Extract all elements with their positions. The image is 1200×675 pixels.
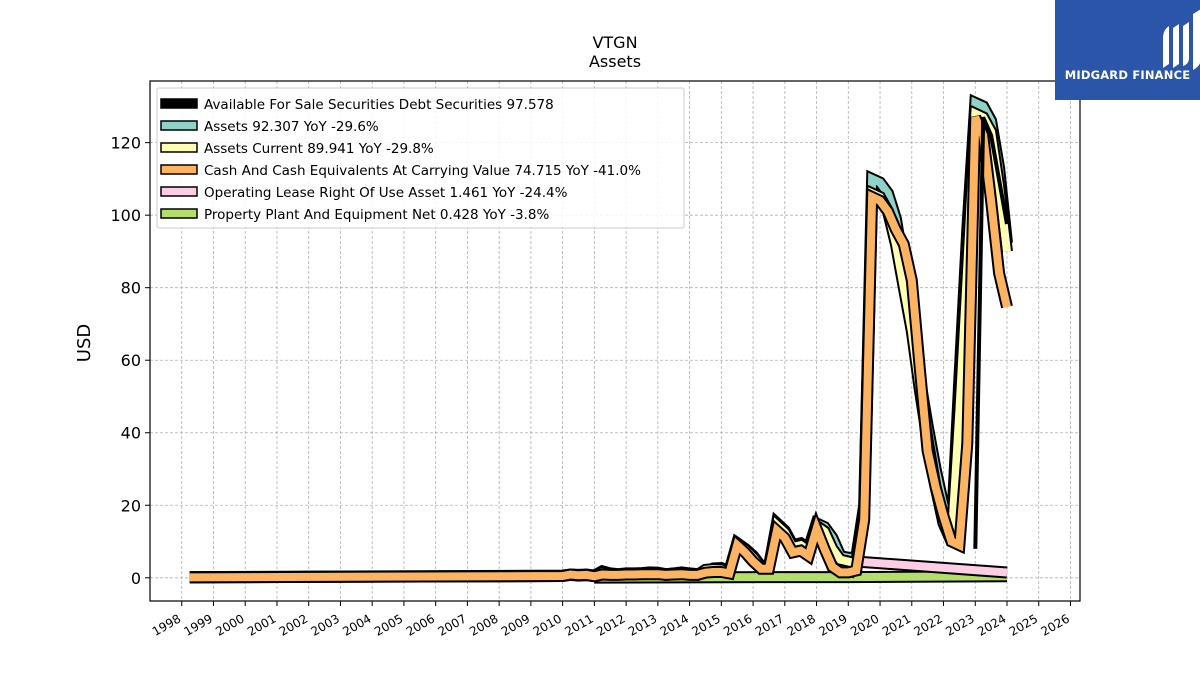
legend-label: Assets 92.307 YoY -29.6% bbox=[204, 119, 379, 135]
legend-swatch bbox=[160, 164, 198, 175]
legend-label: Cash And Cash Equivalents At Carrying Va… bbox=[204, 163, 641, 179]
chart-subtitle: Assets bbox=[589, 52, 641, 71]
x-tick-label: 2026 bbox=[1039, 611, 1072, 638]
legend-entry: Operating Lease Right Of Use Asset 1.461… bbox=[160, 185, 568, 201]
x-tick-label: 2012 bbox=[594, 611, 627, 638]
x-tick-label: 2014 bbox=[658, 611, 691, 638]
x-tick-label: 2015 bbox=[689, 611, 722, 638]
y-tick-label: 100 bbox=[110, 206, 141, 225]
x-tick-label: 2018 bbox=[785, 611, 818, 638]
series-line bbox=[973, 116, 1009, 549]
x-tick-label: 2010 bbox=[531, 611, 564, 638]
legend-label: Property Plant And Equipment Net 0.428 Y… bbox=[204, 207, 549, 223]
legend-swatch bbox=[160, 120, 198, 131]
x-tick-label: 2004 bbox=[340, 611, 373, 638]
x-tick-label: 2003 bbox=[308, 611, 341, 638]
x-tick-label: 2022 bbox=[912, 611, 945, 638]
x-tick-label: 1999 bbox=[182, 611, 215, 638]
brand-mark-icon bbox=[1163, 9, 1200, 70]
y-tick-label: 20 bbox=[121, 496, 141, 515]
x-tick-label: 2025 bbox=[1007, 611, 1040, 638]
y-tick-label: 0 bbox=[131, 569, 141, 588]
legend-label: Operating Lease Right Of Use Asset 1.461… bbox=[204, 185, 568, 201]
legend-swatch bbox=[160, 208, 198, 219]
x-tick-label: 2009 bbox=[499, 611, 532, 638]
x-tick-label: 2008 bbox=[467, 611, 500, 638]
series-core bbox=[189, 115, 1011, 582]
series-outline bbox=[973, 116, 1009, 549]
legend-label: Available For Sale Securities Debt Secur… bbox=[204, 97, 554, 113]
y-tick-label: 80 bbox=[121, 279, 141, 298]
legend-entry: Assets Current 89.941 YoY -29.8% bbox=[160, 141, 434, 157]
legend-entry: Cash And Cash Equivalents At Carrying Va… bbox=[160, 163, 641, 179]
y-tick-label: 40 bbox=[121, 424, 141, 443]
legend-entry: Property Plant And Equipment Net 0.428 Y… bbox=[160, 207, 549, 223]
brand-name: MIDGARD FINANCE bbox=[1064, 68, 1191, 82]
series-line bbox=[189, 114, 1013, 584]
legend-box bbox=[156, 87, 685, 229]
x-tick-label: 2024 bbox=[975, 611, 1008, 638]
legend-entry: Available For Sale Securities Debt Secur… bbox=[160, 97, 554, 113]
x-tick-label: 2017 bbox=[753, 611, 786, 638]
x-tick-label: 2002 bbox=[277, 611, 310, 638]
x-tick-label: 2011 bbox=[562, 611, 595, 638]
x-tick-label: 2000 bbox=[213, 611, 246, 638]
y-tick-label: 120 bbox=[110, 134, 141, 153]
x-tick-label: 2021 bbox=[880, 611, 913, 638]
x-tick-label: 2020 bbox=[848, 611, 881, 638]
legend-swatch bbox=[160, 142, 198, 153]
brand-logo: MIDGARD FINANCE bbox=[1055, 0, 1200, 100]
x-tick-label: 2005 bbox=[372, 611, 405, 638]
x-tick-label: 2013 bbox=[626, 611, 659, 638]
x-tick-label: 2019 bbox=[816, 611, 849, 638]
x-tick-label: 2006 bbox=[404, 611, 437, 638]
y-axis-label: USD bbox=[74, 324, 95, 362]
legend-swatch bbox=[160, 186, 198, 197]
chart-title: VTGN bbox=[592, 33, 637, 52]
plot-series bbox=[189, 93, 1013, 584]
y-tick-label: 60 bbox=[121, 351, 141, 370]
legend-label: Assets Current 89.941 YoY -29.8% bbox=[204, 141, 434, 157]
plot-frame bbox=[149, 80, 1081, 602]
x-tick-label: 2023 bbox=[943, 611, 976, 638]
x-tick-label: 2007 bbox=[435, 611, 468, 638]
x-tick-label: 2016 bbox=[721, 611, 754, 638]
x-tick-label: 2001 bbox=[245, 611, 278, 638]
legend: Available For Sale Securities Debt Secur… bbox=[156, 87, 685, 229]
legend-entry: Assets 92.307 YoY -29.6% bbox=[160, 119, 379, 135]
x-tick-label: 1998 bbox=[150, 611, 183, 638]
legend-swatch bbox=[160, 98, 198, 109]
